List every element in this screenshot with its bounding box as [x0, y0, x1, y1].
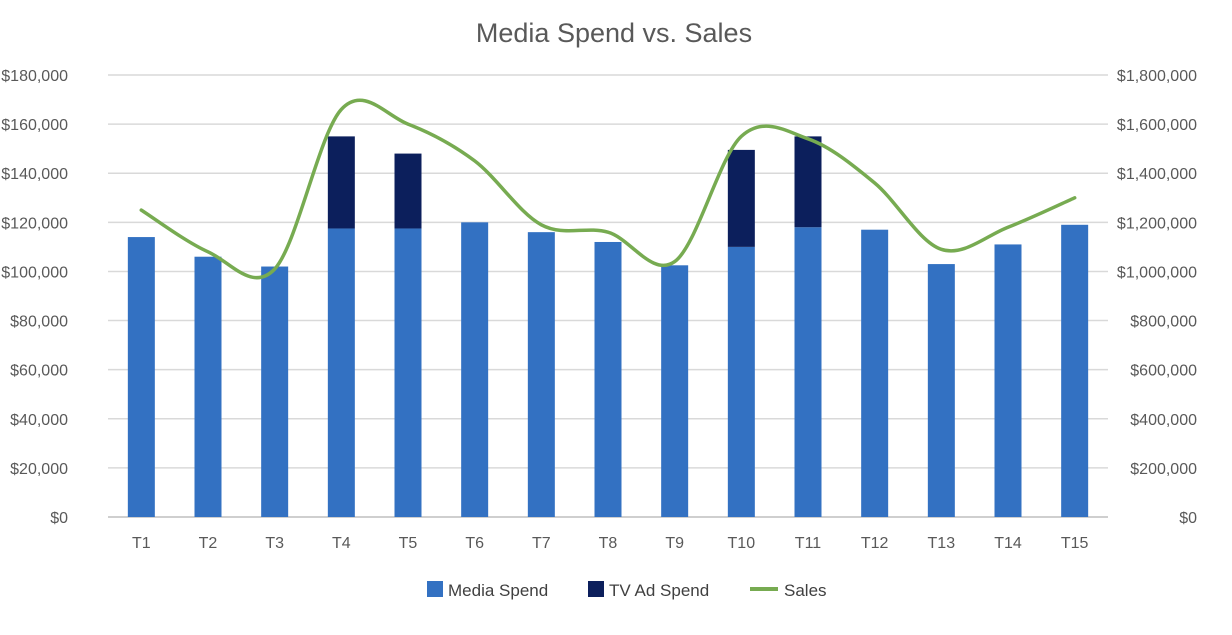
legend-label-tv-ad-spend: TV Ad Spend [609, 581, 709, 600]
right-tick-label: $400,000 [1130, 412, 1197, 429]
legend-item-tv-ad-spend[interactable]: TV Ad Spend [588, 581, 709, 600]
right-y-axis: $0 $200,000 $400,000 $600,000 $800,000 $1,000… [1117, 68, 1197, 527]
media-spend-bar [861, 229, 889, 517]
legend-item-media-spend[interactable]: Media Spend [427, 581, 548, 600]
right-tick-label: $200,000 [1130, 461, 1197, 478]
x-tick-label: T14 [994, 535, 1022, 552]
x-tick-label: T2 [199, 535, 218, 552]
media-spend-bar [127, 237, 155, 518]
left-tick-label: $120,000 [1, 215, 68, 232]
tv-ad-spend-bar [794, 136, 822, 228]
x-tick-label: T6 [465, 535, 484, 552]
tv-ad-spend-bar [327, 136, 355, 229]
right-tick-label: $1,200,000 [1117, 215, 1197, 232]
right-tick-label: $0 [1179, 510, 1197, 527]
bars [127, 136, 1089, 518]
x-tick-label: T3 [265, 535, 284, 552]
media-spend-bar [394, 228, 422, 517]
media-spend-bar [194, 256, 222, 517]
legend-label-media-spend: Media Spend [448, 581, 548, 600]
media-spend-bar [794, 227, 822, 517]
left-tick-label: $80,000 [10, 314, 68, 331]
media-spend-bar [727, 246, 755, 517]
left-tick-label: $20,000 [10, 461, 68, 478]
legend-label-sales: Sales [784, 581, 827, 600]
legend-swatch-media-spend [427, 581, 443, 597]
sales-line [139, 98, 1077, 280]
right-tick-label: $1,000,000 [1117, 264, 1197, 281]
media-spend-bar [661, 265, 689, 517]
x-tick-label: T10 [728, 535, 756, 552]
chart-title: Media Spend vs. Sales [476, 18, 752, 48]
x-tick-label: T12 [861, 535, 889, 552]
media-spend-bar [927, 264, 955, 517]
left-tick-label: $140,000 [1, 166, 68, 183]
x-tick-label: T5 [399, 535, 418, 552]
right-tick-label: $600,000 [1130, 363, 1197, 380]
x-tick-label: T11 [795, 535, 821, 552]
right-tick-label: $1,400,000 [1117, 166, 1197, 183]
x-axis: T1 T2 T3 T4 T5 T6 T7 T8 T9 T10 T11 T12 T13 T14 T15 [132, 535, 1089, 552]
media-spend-bar [261, 266, 289, 517]
x-tick-label: T15 [1061, 535, 1089, 552]
media-spend-bar [527, 232, 555, 517]
x-tick-label: T7 [532, 535, 551, 552]
left-tick-label: $160,000 [1, 117, 68, 134]
right-tick-label: $1,800,000 [1117, 68, 1197, 85]
left-tick-label: $0 [50, 510, 68, 527]
legend-item-sales[interactable]: Sales [750, 581, 827, 600]
x-tick-label: T9 [665, 535, 684, 552]
left-tick-label: $180,000 [1, 68, 68, 85]
left-y-axis: $0 $20,000 $40,000 $60,000 $80,000 $100,000 $1… [1, 68, 68, 527]
right-tick-label: $1,600,000 [1117, 117, 1197, 134]
x-tick-label: T8 [599, 535, 618, 552]
x-tick-label: T13 [928, 535, 956, 552]
media-spend-bar [994, 244, 1022, 517]
media-spend-bar [327, 228, 355, 517]
right-tick-label: $800,000 [1130, 314, 1197, 331]
legend[interactable]: Media Spend TV Ad Spend Sales [427, 581, 827, 600]
tv-ad-spend-bar [727, 149, 755, 247]
left-tick-label: $100,000 [1, 264, 68, 281]
left-tick-label: $60,000 [10, 363, 68, 380]
tv-ad-spend-bar [394, 153, 422, 229]
x-tick-label: T4 [332, 535, 351, 552]
media-spend-bar [1061, 224, 1089, 518]
x-tick-label: T1 [132, 535, 151, 552]
sales-line-layer [139, 98, 1077, 280]
media-spend-bar [461, 222, 489, 518]
legend-swatch-tv-ad-spend [588, 581, 604, 597]
media-spend-bar [594, 241, 622, 517]
left-tick-label: $40,000 [10, 412, 68, 429]
